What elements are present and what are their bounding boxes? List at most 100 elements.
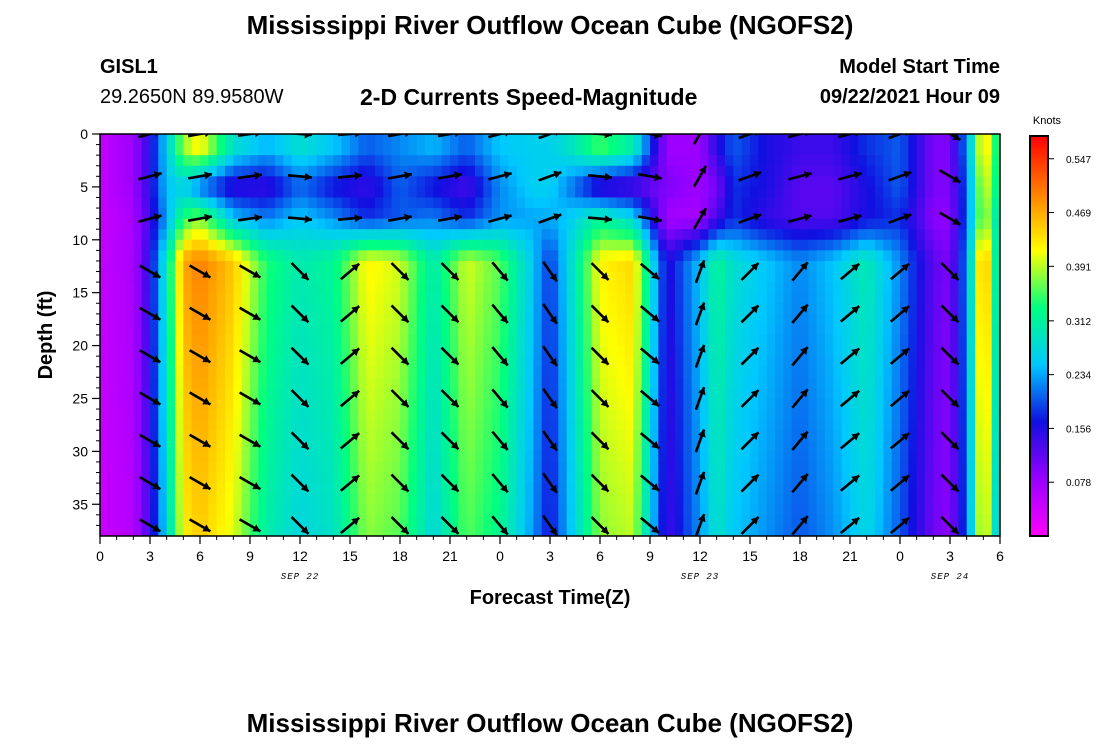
current-vector-arrow [940, 431, 960, 451]
heatmap-cell [141, 303, 151, 315]
heatmap-cell [125, 218, 134, 230]
heatmap-cell [166, 218, 176, 230]
heatmap-cell [100, 324, 109, 336]
heatmap-cell [333, 197, 343, 209]
heatmap-cell [533, 472, 543, 484]
heatmap-cell [808, 440, 818, 452]
heatmap-cell [800, 483, 809, 495]
current-vector-arrow [188, 518, 212, 533]
heatmap-cell [358, 260, 368, 273]
heatmap-cell [133, 525, 143, 536]
heatmap-cell [983, 335, 993, 347]
heatmap-cell [933, 525, 943, 536]
heatmap-cell [691, 335, 701, 347]
heatmap-cell [158, 186, 168, 199]
heatmap-cell [891, 303, 901, 315]
heatmap-cell [475, 366, 484, 378]
heatmap-cell [741, 324, 751, 336]
heatmap-cell [666, 218, 676, 230]
heatmap-cell [525, 377, 534, 389]
heatmap-cell [916, 345, 926, 357]
heatmap-cell [491, 292, 501, 304]
heatmap-cell [975, 483, 984, 495]
heatmap-cell [858, 345, 868, 357]
heatmap-cell [508, 345, 518, 357]
heatmap-cell [533, 271, 543, 283]
heatmap-cell [575, 387, 584, 400]
heatmap-cell [616, 461, 626, 474]
heatmap-cell [125, 440, 134, 452]
heatmap-cell [433, 356, 443, 368]
heatmap-cell [416, 451, 426, 463]
heatmap-cell [233, 451, 243, 463]
heatmap-cell [991, 208, 1000, 220]
heatmap-cell [683, 440, 693, 452]
heatmap-cell [666, 239, 676, 251]
heatmap-cell [183, 303, 193, 315]
heatmap-cell [225, 292, 234, 304]
heatmap-cell [733, 514, 743, 527]
heatmap-cell [283, 409, 293, 421]
chart-subtitle: 2-D Currents Speed-Magnitude [360, 84, 698, 110]
heatmap-cell [358, 250, 368, 262]
heatmap-cell [475, 176, 484, 188]
heatmap-cell [791, 303, 801, 315]
current-vector-arrow [491, 430, 509, 451]
heatmap-cell [383, 313, 393, 326]
heatmap-cell [266, 176, 276, 188]
heatmap-cell [175, 504, 184, 516]
heatmap-cell [225, 155, 234, 167]
heatmap-cell [691, 144, 701, 156]
heatmap-cell [208, 239, 218, 251]
heatmap-cell [366, 387, 376, 400]
heatmap-cell [783, 165, 793, 177]
heatmap-cell [108, 260, 118, 273]
heatmap-cell [850, 144, 859, 156]
colorbar-tick-label: 0.234 [1066, 371, 1091, 382]
current-vector-arrow [440, 346, 460, 366]
heatmap-cell [941, 451, 951, 463]
heatmap-cell [591, 197, 601, 209]
heatmap-cell [625, 239, 634, 251]
heatmap-cell [541, 282, 551, 294]
heatmap-cell [825, 303, 834, 315]
heatmap-cell [475, 430, 484, 442]
heatmap-cell [766, 218, 776, 230]
heatmap-cell [733, 461, 743, 474]
heatmap-cell [683, 197, 693, 209]
heatmap-cell [458, 419, 468, 431]
heatmap-cell [875, 377, 884, 389]
heatmap-cell [441, 504, 451, 516]
heatmap-cell [133, 377, 143, 389]
heatmap-cell [475, 271, 484, 283]
heatmap-cell [583, 525, 593, 536]
current-vector-arrow [339, 474, 361, 492]
heatmap-cell [608, 218, 618, 230]
heatmap-cell [183, 409, 193, 421]
heatmap-cell [733, 366, 743, 378]
heatmap-cell [933, 313, 943, 326]
heatmap-cell [116, 324, 126, 336]
heatmap-cell [208, 144, 218, 156]
heatmap-cell [608, 292, 618, 304]
heatmap-cell [291, 483, 301, 495]
heatmap-cell [925, 260, 934, 273]
heatmap-cell [300, 260, 309, 273]
heatmap-cell [633, 165, 643, 177]
heatmap-cell [558, 218, 568, 230]
heatmap-cell [416, 472, 426, 484]
heatmap-cell [950, 155, 959, 167]
heatmap-cell [500, 260, 509, 273]
heatmap-cell [825, 218, 834, 230]
heatmap-cell [508, 260, 518, 273]
heatmap-cell [991, 176, 1000, 188]
heatmap-cell [983, 377, 993, 389]
heatmap-cell [600, 134, 609, 146]
heatmap-cell [291, 250, 301, 262]
heatmap-cell [758, 165, 768, 177]
heatmap-cell [766, 461, 776, 474]
heatmap-cell [391, 440, 401, 452]
heatmap-cell [125, 197, 134, 209]
heatmap-cell [683, 377, 693, 389]
heatmap-cell [508, 134, 518, 146]
